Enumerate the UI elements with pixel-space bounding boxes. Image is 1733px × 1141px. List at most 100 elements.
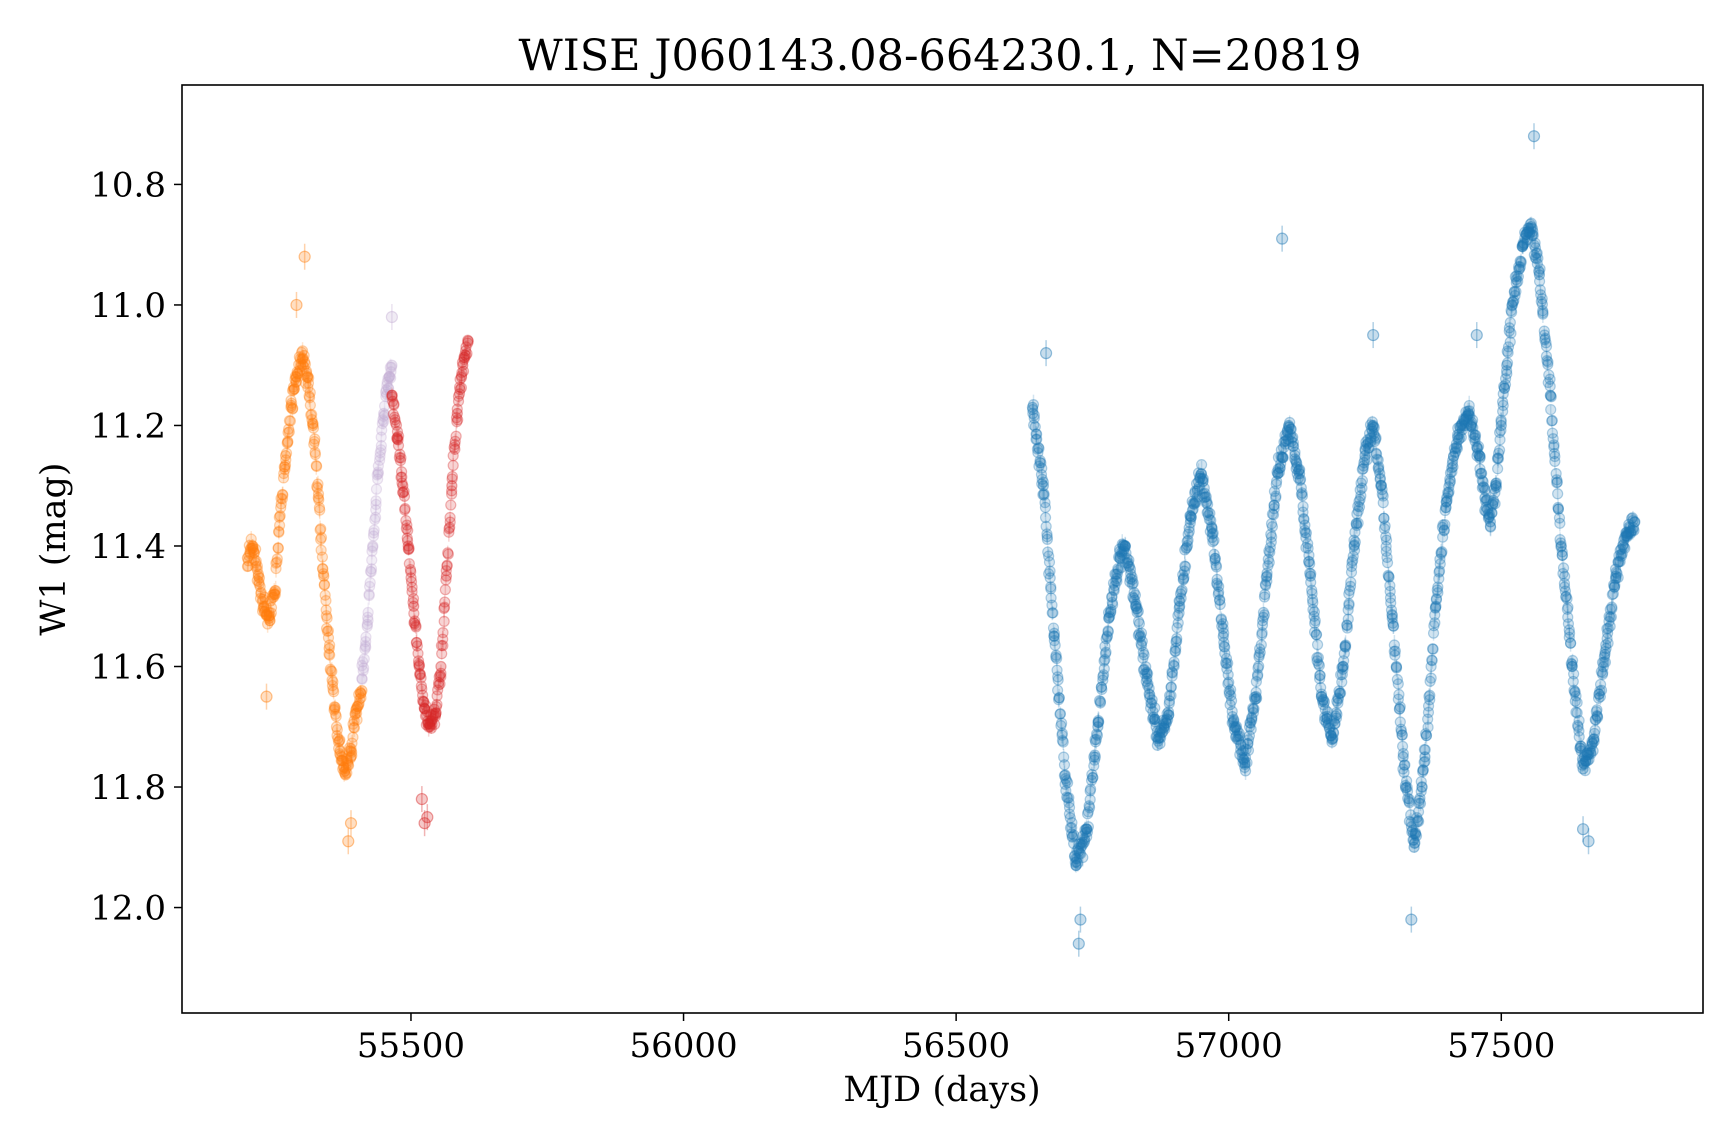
data-point xyxy=(1517,239,1529,251)
data-point xyxy=(351,714,363,726)
data-point xyxy=(348,722,360,734)
data-point xyxy=(1307,597,1319,609)
data-point xyxy=(303,372,315,384)
data-point xyxy=(261,610,273,622)
data-point xyxy=(1047,622,1060,634)
data-point xyxy=(429,709,442,721)
data-point xyxy=(346,749,358,762)
data-point xyxy=(283,415,296,427)
data-point xyxy=(261,608,273,620)
data-point xyxy=(1565,637,1577,649)
data-point xyxy=(296,346,308,359)
data-point xyxy=(314,504,326,516)
data-point xyxy=(381,376,393,388)
data-point xyxy=(1441,492,1453,504)
data-point xyxy=(310,459,322,472)
data-point xyxy=(336,754,348,767)
data-point xyxy=(370,483,383,495)
data-point xyxy=(279,459,292,471)
data-point xyxy=(1489,498,1501,510)
data-point xyxy=(277,489,289,501)
data-point xyxy=(1381,557,1394,569)
data-point xyxy=(434,669,446,681)
data-point xyxy=(1031,443,1044,455)
data-point xyxy=(392,430,405,442)
data-point xyxy=(1588,733,1600,745)
data-point xyxy=(452,414,464,426)
data-point xyxy=(258,600,270,612)
data-point xyxy=(342,757,354,769)
data-point xyxy=(408,617,420,629)
data-point xyxy=(263,610,275,622)
data-point xyxy=(1309,615,1321,627)
data-point xyxy=(452,395,465,407)
data-point xyxy=(1408,841,1420,853)
data-point xyxy=(436,648,448,660)
data-point xyxy=(437,627,449,639)
data-point xyxy=(1386,612,1398,624)
data-point xyxy=(1032,442,1045,454)
data-point xyxy=(387,395,399,407)
data-point xyxy=(455,370,468,382)
data-point xyxy=(448,441,460,454)
data-point xyxy=(391,433,403,445)
data-point xyxy=(1542,356,1554,368)
data-point xyxy=(1048,627,1060,639)
data-point xyxy=(458,353,470,365)
data-point xyxy=(368,524,380,536)
data-point xyxy=(241,552,254,564)
data-point xyxy=(274,519,286,531)
data-point xyxy=(433,676,445,689)
data-point xyxy=(1345,576,1357,588)
outlier-point xyxy=(344,817,358,830)
data-point xyxy=(435,660,447,673)
data-point xyxy=(241,560,254,573)
data-point xyxy=(357,665,369,677)
data-point xyxy=(307,422,320,434)
data-point xyxy=(375,444,387,456)
data-point xyxy=(307,419,319,432)
data-point xyxy=(1315,691,1327,703)
data-point xyxy=(270,562,282,575)
data-point xyxy=(444,511,456,524)
data-point xyxy=(273,511,285,523)
data-point xyxy=(1036,478,1048,490)
data-point xyxy=(313,502,326,514)
data-point xyxy=(279,449,292,462)
data-point xyxy=(302,377,315,389)
data-point xyxy=(275,502,287,514)
data-point xyxy=(1037,476,1049,488)
data-point xyxy=(396,471,408,483)
data-point xyxy=(341,755,354,767)
y-tick-label: 11.8 xyxy=(90,768,166,808)
data-point xyxy=(1484,516,1496,528)
data-point xyxy=(420,699,432,712)
data-point xyxy=(287,402,299,414)
data-point xyxy=(339,769,352,781)
data-point xyxy=(1041,531,1053,543)
data-point xyxy=(257,602,269,614)
data-point xyxy=(248,554,260,566)
data-point xyxy=(1544,380,1556,392)
data-point xyxy=(1102,625,1114,637)
data-point xyxy=(1556,549,1568,561)
data-point xyxy=(317,568,330,580)
data-point xyxy=(246,540,258,552)
data-point xyxy=(1331,708,1343,720)
data-point xyxy=(369,511,382,523)
data-point xyxy=(1119,540,1131,552)
data-point xyxy=(1334,687,1347,699)
data-point xyxy=(336,754,348,766)
data-point xyxy=(264,614,276,627)
data-point xyxy=(1036,462,1048,474)
data-point xyxy=(1537,307,1549,319)
data-point xyxy=(1533,269,1546,281)
data-point xyxy=(435,639,448,652)
outlier-point xyxy=(298,250,311,263)
data-point xyxy=(1045,592,1057,604)
data-point xyxy=(1263,556,1275,569)
data-point xyxy=(311,460,323,472)
data-point xyxy=(447,459,459,472)
data-point xyxy=(1041,528,1053,540)
data-point xyxy=(1452,431,1464,444)
